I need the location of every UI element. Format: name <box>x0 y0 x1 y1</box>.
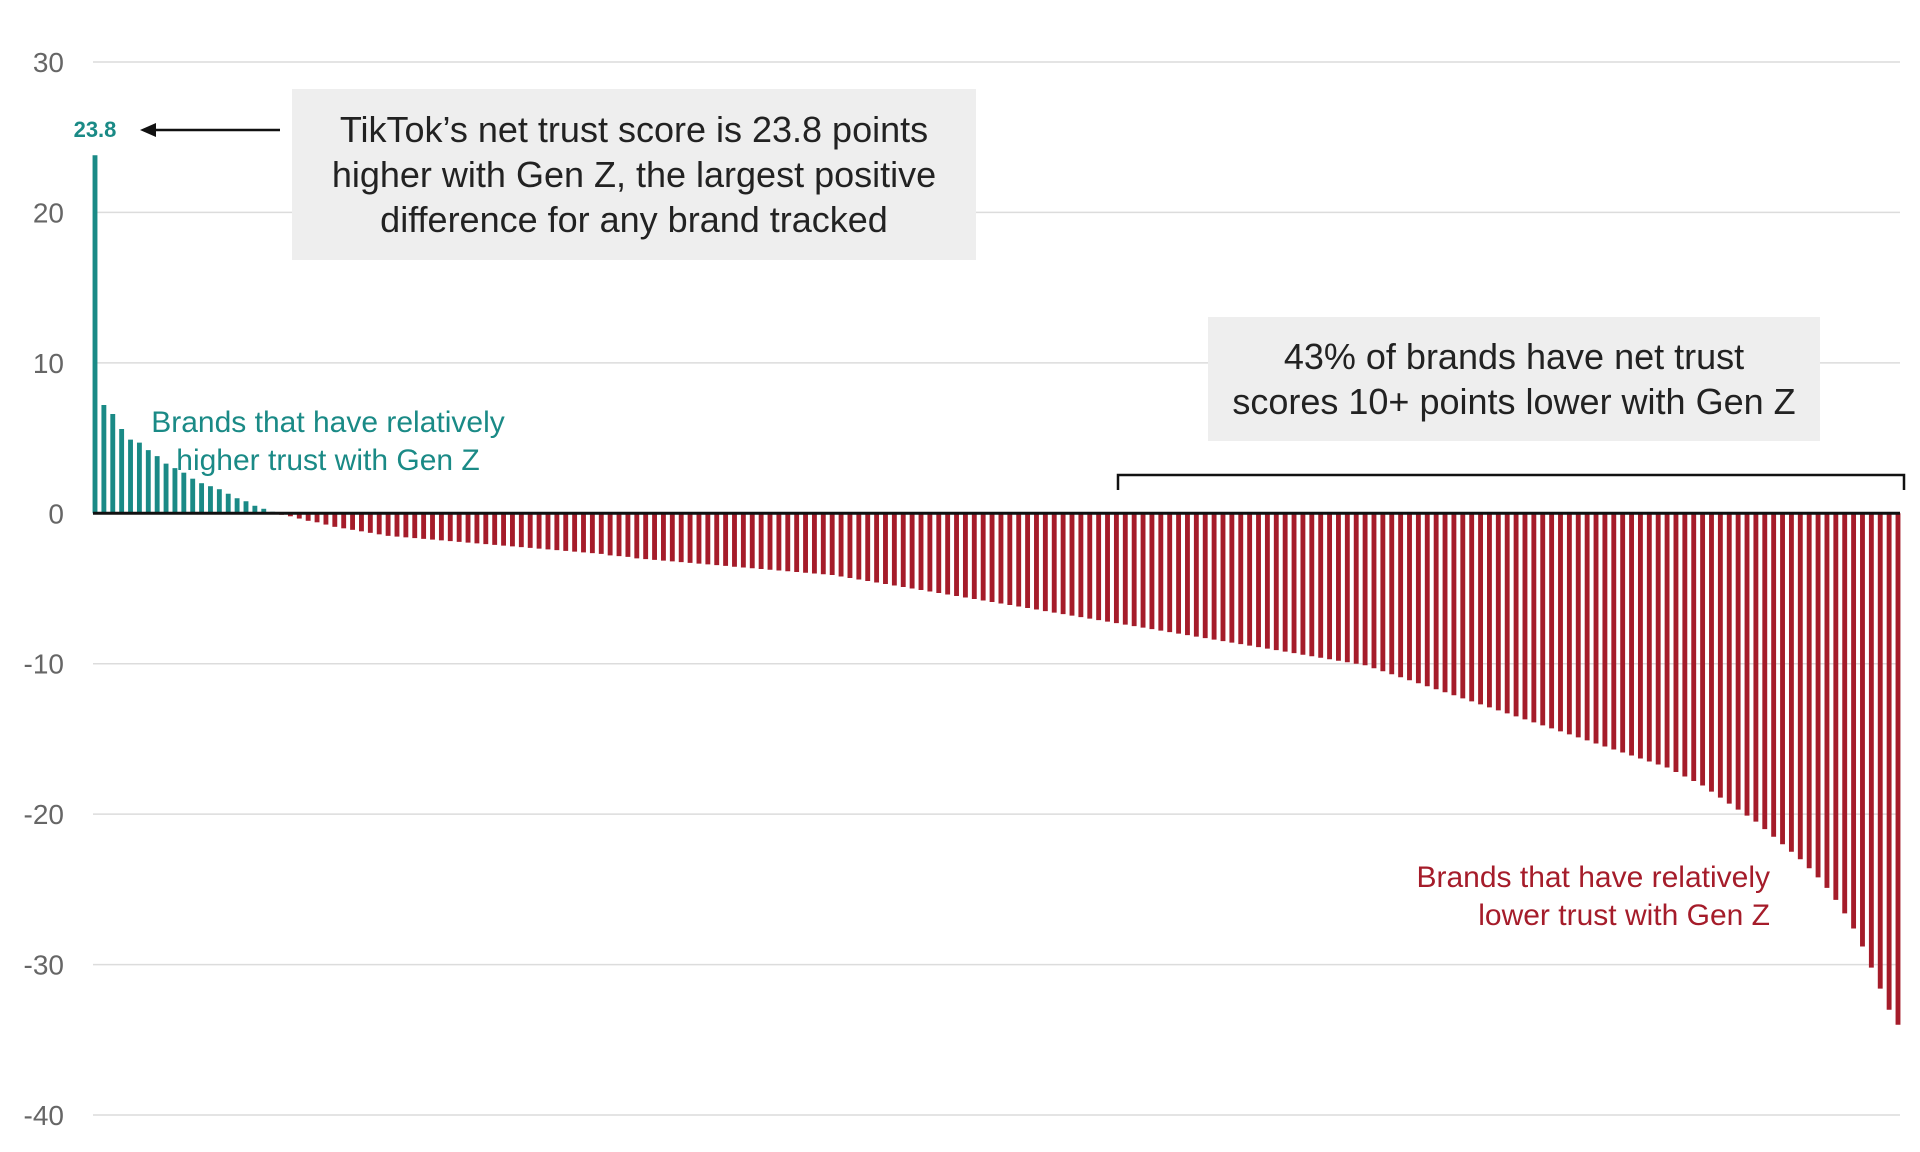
bracket <box>1116 473 1906 490</box>
peak-value-label: 23.8 <box>74 117 117 142</box>
y-tick-label: 30 <box>33 47 64 78</box>
callout-arrow <box>140 123 280 137</box>
y-tick-label: 10 <box>33 348 64 379</box>
y-tick-label: 0 <box>48 498 64 529</box>
bracket-callout: 43% of brands have net trust scores 10+ … <box>1208 317 1820 441</box>
y-tick-label: -10 <box>24 649 64 680</box>
y-tick-label: -30 <box>24 950 64 981</box>
y-tick-label: 20 <box>33 197 64 228</box>
y-tick-label: -40 <box>24 1100 64 1131</box>
y-axis-tick-labels: 30 20 10 0 -10 -20 -30 -40 <box>24 47 64 1131</box>
bars <box>92 155 1901 1025</box>
positive-brands-label: Brands that have relatively higher trust… <box>151 406 505 477</box>
y-tick-label: -20 <box>24 799 64 830</box>
tiktok-callout: TikTok’s net trust score is 23.8 points … <box>292 89 976 260</box>
negative-brands-label: Brands that have relatively lower trust … <box>1416 861 1770 932</box>
